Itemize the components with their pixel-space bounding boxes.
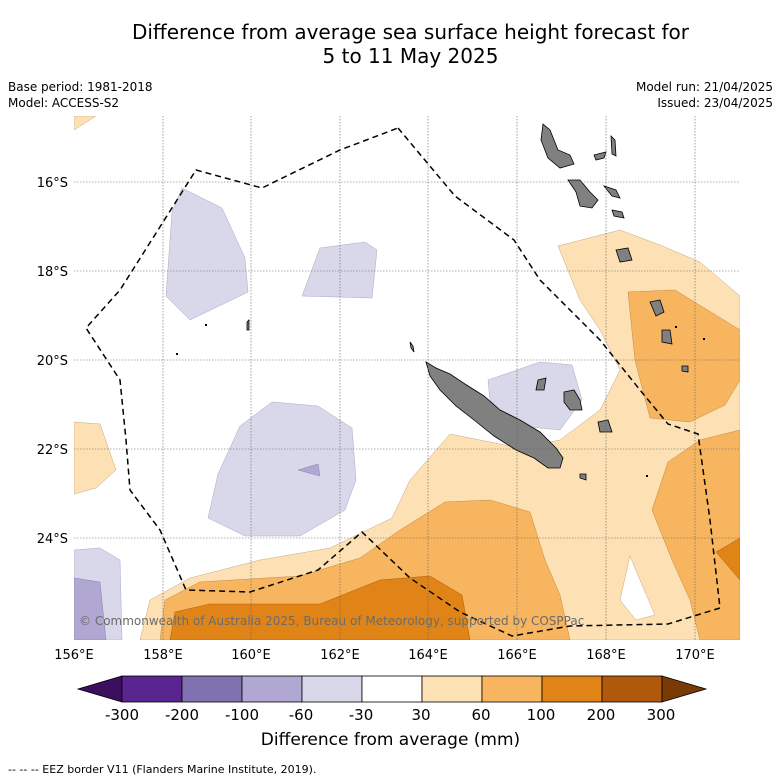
low-anomaly-gap <box>619 555 656 621</box>
model-run-text: Model run: 21/04/2025 <box>635 80 773 94</box>
lat-tick-labels: 16°S 18°S 20°S 22°S 24°S <box>37 176 68 547</box>
title-line-1: Difference from average sea surface heig… <box>131 20 690 44</box>
colorbar-label-neg300: -300 <box>105 706 139 724</box>
eez-legend-note: -- -- -- EEZ border V11 (Flanders Marine… <box>8 763 317 776</box>
landmass-new-caledonia <box>425 361 564 469</box>
colorbar-label-neg60: -60 <box>289 706 314 724</box>
map-title: Difference from average sea surface heig… <box>0 20 781 68</box>
landmass-vanuatu-3 <box>610 134 617 157</box>
colorbar-swatch <box>541 675 603 703</box>
colorbar-swatch <box>301 675 363 703</box>
landmass-loyalty-2 <box>597 419 613 433</box>
colorbar-swatch <box>181 675 243 703</box>
colorbar-label-30: 30 <box>411 706 430 724</box>
graticule <box>74 116 740 640</box>
colorbar-swatch <box>241 675 303 703</box>
colorbar-label-neg200: -200 <box>165 706 199 724</box>
landmass-reef-islet-2 <box>409 341 415 353</box>
anomaly-region-100-200 <box>169 575 471 640</box>
model-text: Model: ACCESS-S2 <box>8 96 120 110</box>
lon-tick-162e: 162°E <box>320 648 360 663</box>
landmass-vanuatu-1 <box>540 123 575 169</box>
lat-tick-22s: 22°S <box>37 443 68 458</box>
landmass-fiji-1 <box>649 299 665 317</box>
lat-tick-16s: 16°S <box>37 176 68 191</box>
colorbar-label-neg30: -30 <box>349 706 374 724</box>
colorbar-label-60: 60 <box>471 706 490 724</box>
lon-tick-164e: 164°E <box>408 648 448 663</box>
landmass-isle-of-pines <box>579 473 587 481</box>
lon-tick-156e: 156°E <box>54 648 94 663</box>
colorbar-swatch <box>601 675 663 703</box>
meta-right: Model run: 21/04/2025 Issued: 23/04/2025 <box>636 79 773 111</box>
copyright-notice: © Commonwealth of Australia 2025, Bureau… <box>79 614 585 628</box>
meta-left: Base period: 1981-2018 Model: ACCESS-S2 <box>8 79 153 111</box>
anomaly-region-neg60-100-small <box>297 463 321 477</box>
anomaly-region-30-60-northwest <box>74 116 97 131</box>
landmass-loyalty-3 <box>535 377 547 391</box>
reef-dot-3 <box>703 338 705 340</box>
map-area <box>74 116 740 640</box>
anomaly-region-30-60 <box>139 229 740 640</box>
landmass-fiji-2 <box>661 329 673 345</box>
colorbar-title: Difference from average (mm) <box>260 730 521 750</box>
colorbar-swatch <box>421 675 483 703</box>
lon-tick-160e: 160°E <box>231 648 271 663</box>
issued-text: Issued: 23/04/2025 <box>657 96 773 110</box>
anomaly-region-neg30-60-d <box>487 361 583 431</box>
colorbar <box>76 675 708 703</box>
anomaly-region-neg30-60-a <box>165 187 249 321</box>
lon-tick-168e: 168°E <box>586 648 626 663</box>
reef-dot-5 <box>646 475 648 477</box>
colorbar-swatch <box>481 675 543 703</box>
eez-border <box>85 127 721 637</box>
landmass-vanuatu-2 <box>593 151 607 161</box>
anomaly-region-100-200-east <box>715 537 740 581</box>
lat-tick-24s: 24°S <box>37 532 68 547</box>
lon-tick-158e: 158°E <box>143 648 183 663</box>
landmass-vanuatu-5 <box>602 185 621 199</box>
title-line-2: 5 to 11 May 2025 <box>322 44 499 68</box>
colorbar-swatch <box>361 675 423 703</box>
colorbar-label-100: 100 <box>527 706 556 724</box>
colorbar-label-300: 300 <box>647 706 676 724</box>
anomaly-region-neg60-100 <box>74 577 107 640</box>
landmass-reef-islet-1 <box>246 319 250 331</box>
anomaly-region-neg30-60-c <box>207 401 357 537</box>
landmass-vanuatu-7 <box>615 247 633 263</box>
colorbar-label-neg100: -100 <box>225 706 259 724</box>
anomaly-region-30-60-west <box>74 421 117 495</box>
colorbar-extend-low <box>76 675 123 703</box>
landmass-loyalty-1 <box>563 389 583 411</box>
lon-tick-166e: 166°E <box>497 648 537 663</box>
landmass-vanuatu-6 <box>611 209 625 219</box>
colorbar-labels: -300 -200 -100 -60 -30 30 60 100 200 300 <box>105 706 675 724</box>
reef-dot-2 <box>176 353 178 355</box>
anomaly-region-60-100 <box>627 289 740 423</box>
lon-tick-labels: 156°E 158°E 160°E 162°E 164°E 166°E 168°… <box>54 648 715 663</box>
colorbar-swatch <box>121 675 183 703</box>
lat-tick-18s: 18°S <box>37 265 68 280</box>
anomaly-region-neg30-60-b <box>301 241 378 299</box>
reef-dot-4 <box>675 326 677 328</box>
lon-tick-170e: 170°E <box>675 648 715 663</box>
landmass-fiji-3 <box>681 365 689 373</box>
land-masses <box>246 123 689 481</box>
colorbar-extend-high <box>661 675 708 703</box>
colorbar-label-200: 200 <box>587 706 616 724</box>
base-period-text: Base period: 1981-2018 <box>8 80 153 94</box>
lat-tick-20s: 20°S <box>37 354 68 369</box>
reef-dot-1 <box>205 324 207 326</box>
anomaly-region-60-100-east <box>651 429 740 640</box>
